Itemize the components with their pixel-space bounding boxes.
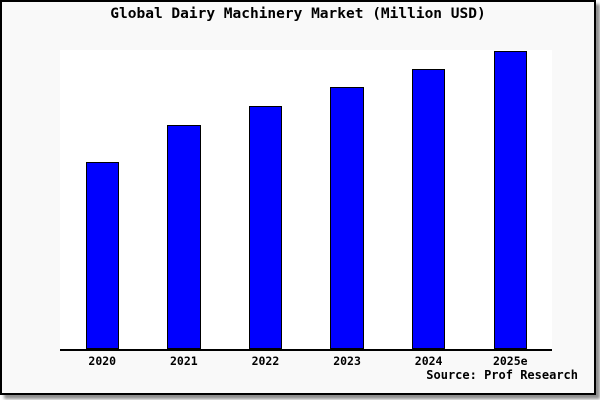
plot-area (60, 50, 552, 349)
x-tick-label-2024: 2024 (414, 354, 443, 368)
x-tick-label-2023: 2023 (333, 354, 361, 368)
x-tick-label-2020: 2020 (88, 354, 117, 368)
bar-2020 (85, 162, 119, 349)
x-tick-label-2022: 2022 (251, 354, 280, 368)
x-tick-label-2021: 2021 (169, 354, 198, 368)
source-credit: Source: Prof Research (426, 368, 578, 382)
bar-2022 (248, 105, 283, 349)
bar-2023 (330, 87, 364, 349)
x-axis-line (60, 349, 552, 351)
bar-2025e (493, 50, 527, 349)
chart-title: Global Dairy Machinery Market (Million U… (110, 6, 486, 22)
x-tick-label-2025e: 2025e (492, 354, 528, 368)
bar-2024 (411, 68, 446, 349)
bar-2021 (167, 125, 201, 349)
